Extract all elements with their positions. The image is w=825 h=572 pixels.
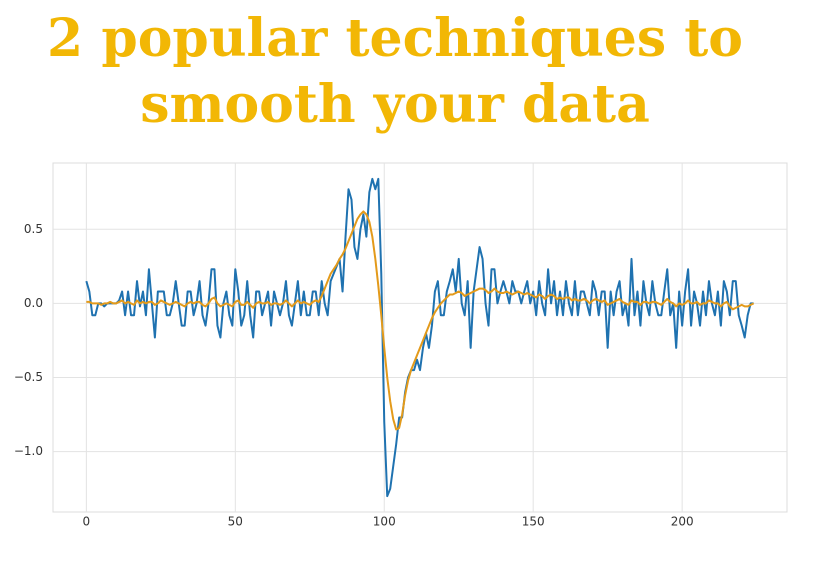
chart-title: 2 popular techniques to	[47, 8, 743, 69]
x-tick-label: 200	[671, 515, 694, 529]
x-tick-label: 0	[83, 515, 91, 529]
y-tick-label: 0.5	[24, 222, 43, 236]
chart-title: smooth your data	[140, 74, 650, 135]
plot-background	[52, 162, 788, 513]
y-tick-label: 0.0	[24, 296, 43, 310]
plot-area: −1.0 −0.5 0.0 0.5 0 50 100 150 200	[14, 162, 788, 529]
x-tick-label: 50	[228, 515, 243, 529]
y-tick-label: −1.0	[14, 444, 43, 458]
x-tick-label: 100	[373, 515, 396, 529]
x-tick-label: 150	[522, 515, 545, 529]
y-tick-label: −0.5	[14, 370, 43, 384]
series-line	[85, 177, 754, 498]
series-line	[86, 210, 755, 431]
